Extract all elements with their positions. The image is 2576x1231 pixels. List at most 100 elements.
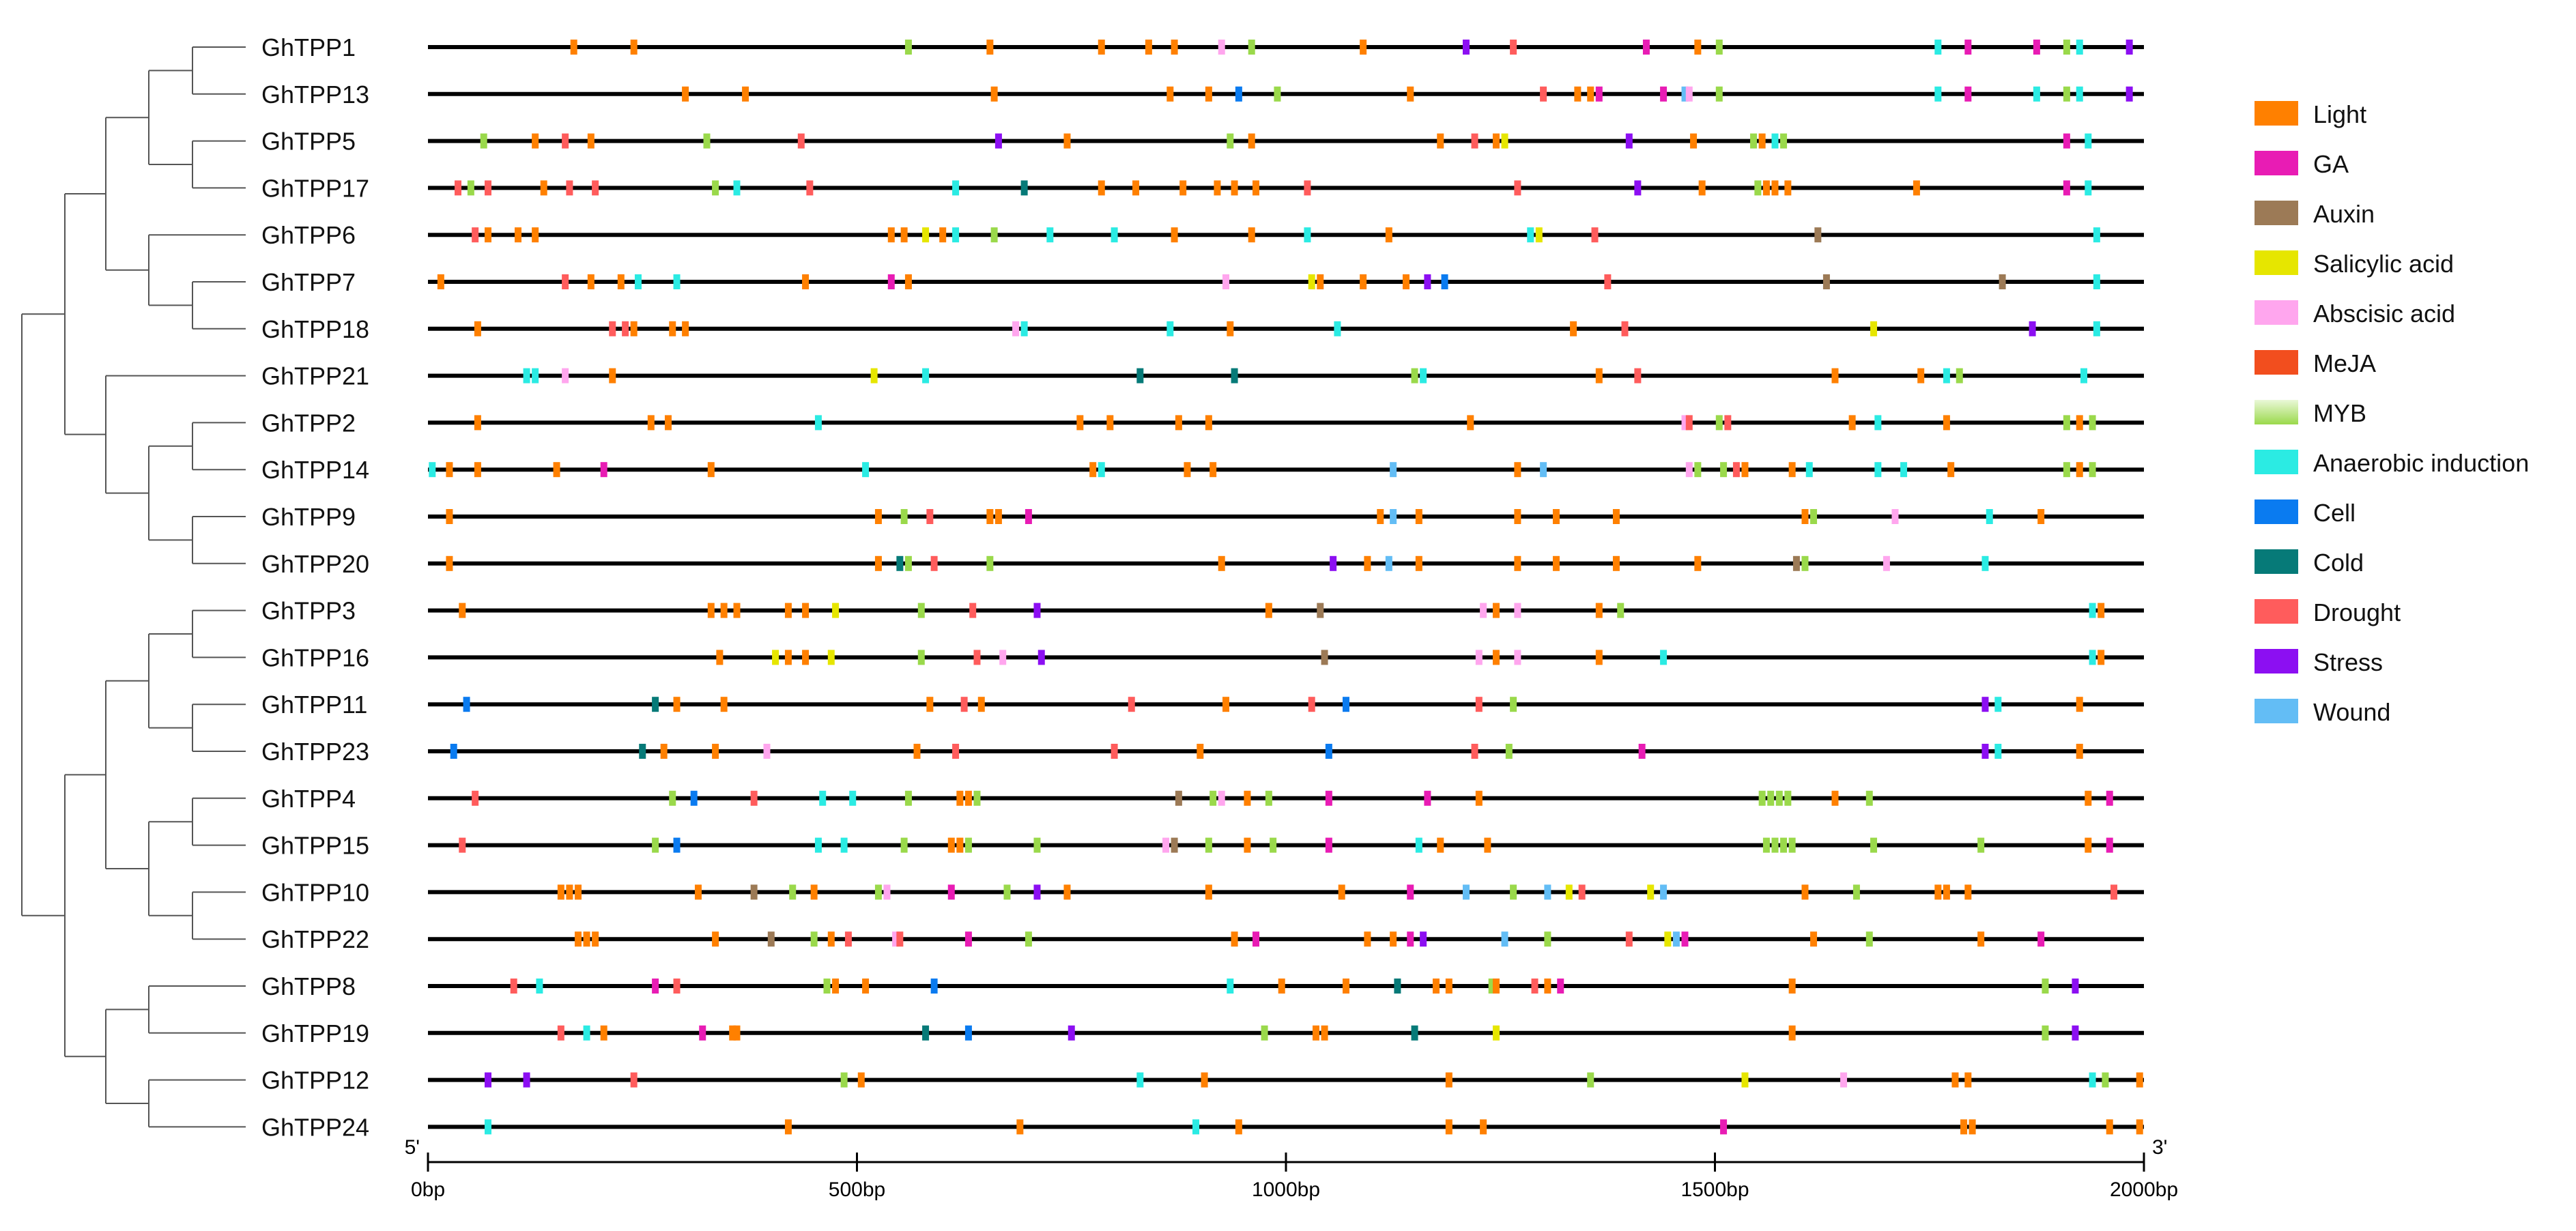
- light-element-mark: [1132, 180, 1140, 196]
- gene-track: [428, 227, 2144, 243]
- anaerobic-element-mark: [2085, 180, 2092, 196]
- light-element-mark: [1612, 509, 1620, 524]
- ga-element-mark: [1720, 1119, 1728, 1135]
- ga-element-mark: [2037, 931, 2045, 947]
- light-element-mark: [1227, 321, 1234, 336]
- myb-element-mark: [1754, 180, 1762, 196]
- cold-element-mark: [922, 1025, 930, 1041]
- drought-element-mark: [1625, 931, 1633, 947]
- legend-label: Abscisic acid: [2313, 300, 2455, 328]
- gene-label: GhTPP1: [261, 33, 356, 61]
- anaerobic-element-mark: [952, 180, 960, 196]
- abscisic-element-mark: [763, 744, 771, 759]
- auxin-element-mark: [1171, 837, 1178, 853]
- light-element-mark: [1741, 462, 1749, 478]
- light-element-mark: [939, 227, 947, 243]
- light-element-mark: [2076, 415, 2083, 431]
- light-element-mark: [1377, 509, 1384, 524]
- anaerobic-element-mark: [2080, 368, 2088, 383]
- light-element-mark: [1253, 180, 1260, 196]
- salicylic-element-mark: [1870, 321, 1878, 336]
- ga-element-mark: [1660, 86, 1668, 102]
- auxin-element-mark: [1814, 227, 1822, 243]
- stress-element-mark: [2126, 40, 2133, 55]
- wound-element-mark: [1672, 931, 1680, 947]
- cold-element-mark: [896, 555, 904, 571]
- light-element-mark: [1514, 509, 1521, 524]
- light-element-mark: [1338, 884, 1345, 900]
- light-element-mark: [1205, 415, 1212, 431]
- ga-element-mark: [1638, 744, 1646, 759]
- light-element-mark: [474, 462, 481, 478]
- drought-element-mark: [1471, 133, 1478, 149]
- light-element-mark: [1184, 462, 1191, 478]
- myb-element-mark: [789, 884, 797, 900]
- light-element-mark: [1445, 979, 1452, 994]
- anaerobic-element-mark: [2093, 274, 2100, 289]
- light-element-mark: [484, 227, 491, 243]
- light-element-mark: [1089, 462, 1097, 478]
- legend-swatch: [2255, 649, 2298, 674]
- light-element-mark: [1595, 603, 1603, 618]
- light-element-mark: [1784, 180, 1792, 196]
- drought-element-mark: [1732, 462, 1740, 478]
- legend-label: Cold: [2313, 549, 2364, 577]
- anaerobic-element-mark: [1304, 227, 1311, 243]
- gene-track: [428, 697, 2144, 712]
- light-element-mark: [716, 650, 724, 665]
- anaerobic-element-mark: [634, 274, 642, 289]
- drought-element-mark: [454, 180, 461, 196]
- light-element-mark: [947, 837, 955, 853]
- anaerobic-element-mark: [2089, 603, 2096, 618]
- light-element-mark: [1171, 40, 1178, 55]
- light-element-mark: [1244, 837, 1251, 853]
- abscisic-element-mark: [883, 884, 891, 900]
- light-element-mark: [986, 40, 994, 55]
- myb-element-mark: [1510, 884, 1517, 900]
- drought-element-mark: [510, 979, 517, 994]
- stress-element-mark: [1981, 744, 1989, 759]
- myb-element-mark: [1758, 790, 1766, 806]
- light-element-mark: [1694, 555, 1702, 571]
- myb-element-mark: [1488, 979, 1495, 994]
- drought-element-mark: [973, 650, 981, 665]
- gene-label: GhTPP20: [261, 550, 369, 578]
- myb-element-mark: [2089, 415, 2096, 431]
- gene-label: GhTPP15: [261, 832, 369, 860]
- myb-element-mark: [1865, 790, 1873, 806]
- stress-element-mark: [994, 133, 1002, 149]
- light-element-mark: [574, 931, 582, 947]
- anaerobic-element-mark: [1981, 555, 1989, 571]
- anaerobic-element-mark: [1098, 462, 1105, 478]
- light-element-mark: [2085, 790, 2092, 806]
- myb-element-mark: [1780, 837, 1788, 853]
- light-element-mark: [647, 415, 655, 431]
- anaerobic-element-mark: [1934, 86, 1942, 102]
- light-element-mark: [712, 931, 719, 947]
- abscisic-element-mark: [1891, 509, 1899, 524]
- light-element-mark: [1514, 555, 1521, 571]
- salicylic-element-mark: [922, 227, 930, 243]
- light-element-mark: [742, 86, 749, 102]
- light-element-mark: [977, 697, 985, 712]
- ga-element-mark: [2063, 133, 2070, 149]
- myb-element-mark: [1771, 837, 1779, 853]
- myb-element-mark: [1750, 133, 1758, 149]
- anaerobic-element-mark: [2089, 1072, 2096, 1088]
- myb-element-mark: [1411, 368, 1418, 383]
- gene-track: [428, 979, 2144, 994]
- gene-label: GhTPP10: [261, 878, 369, 906]
- auxin-element-mark: [767, 931, 775, 947]
- legend-item-stress: Stress: [2255, 648, 2383, 676]
- phylogenetic-tree: [21, 46, 246, 1128]
- myb-element-mark: [1210, 790, 1217, 806]
- light-element-mark: [1364, 555, 1371, 571]
- drought-element-mark: [592, 180, 599, 196]
- light-element-mark: [1214, 180, 1221, 196]
- cell-element-mark: [1441, 274, 1448, 289]
- myb-element-mark: [2063, 462, 2070, 478]
- drought-element-mark: [1111, 744, 1118, 759]
- gene-track: [428, 415, 2144, 431]
- drought-element-mark: [1308, 697, 1315, 712]
- wound-element-mark: [1501, 931, 1508, 947]
